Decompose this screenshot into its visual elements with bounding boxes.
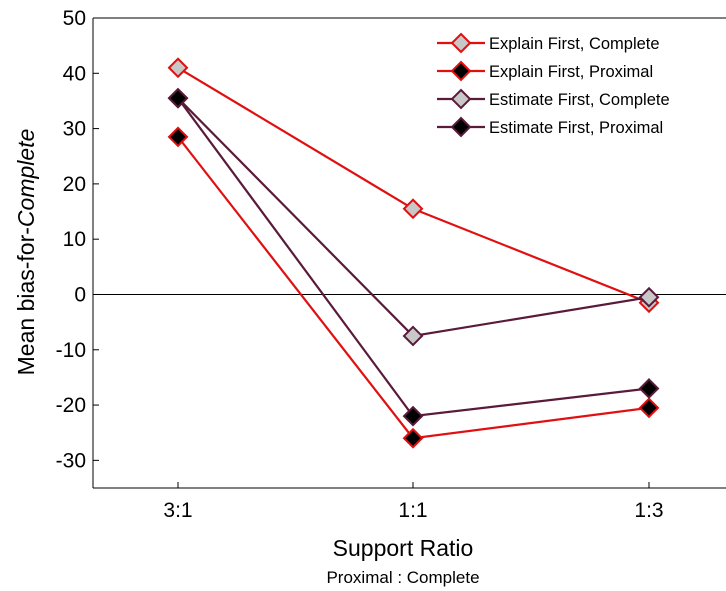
data-point-marker (167, 57, 189, 79)
legend-label: Estimate First, Proximal (489, 119, 663, 137)
series-4 (167, 87, 660, 427)
legend-entry: Explain First, Complete (437, 32, 660, 54)
data-point-marker (402, 427, 424, 449)
data-point-marker (402, 325, 424, 347)
data-point-marker (167, 87, 189, 109)
y-tick-label: 20 (63, 173, 86, 196)
y-tick-label: 50 (63, 7, 86, 30)
x-tick-label: 1:1 (398, 499, 427, 522)
legend-label: Estimate First, Complete (489, 91, 670, 109)
y-tick-label: -10 (56, 339, 86, 362)
legend-marker (450, 32, 472, 54)
data-point-marker (402, 198, 424, 220)
y-axis-title-italic: Complete (13, 129, 39, 227)
legend-marker (450, 60, 472, 82)
y-tick-label: 10 (63, 228, 86, 251)
series-line (177, 97, 650, 418)
y-tick-label: -30 (56, 449, 86, 472)
data-point-marker (638, 378, 660, 399)
series-1 (167, 57, 660, 314)
data-point-marker (638, 397, 660, 419)
legend-marker (450, 116, 472, 138)
legend-label: Explain First, Complete (489, 35, 660, 53)
x-tick-label: 3:1 (163, 499, 192, 522)
series-layer (167, 57, 660, 449)
legend-label: Explain First, Proximal (489, 63, 653, 81)
y-axis-title: Mean bias-for-Complete (13, 129, 39, 376)
legend-entry: Estimate First, Proximal (437, 116, 663, 138)
x-tick-label: 1:3 (634, 499, 663, 522)
data-point-marker (638, 286, 660, 308)
y-tick-label: 30 (63, 118, 86, 141)
x-axis-title: Support Ratio (333, 535, 474, 561)
legend-marker (450, 88, 472, 110)
y-axis-title-prefix: Mean bias-for- (13, 227, 39, 375)
legend-entry: Estimate First, Complete (437, 88, 670, 110)
y-ticks: -30 -20 -10 0 10 20 30 40 50 (56, 7, 99, 472)
y-tick-label: 40 (63, 62, 86, 85)
series-line (177, 136, 650, 440)
y-tick-label: 0 (74, 283, 86, 306)
y-tick-label: -20 (56, 394, 86, 417)
series-2 (167, 126, 660, 449)
x-ticks: 3:1 1:1 1:3 (163, 482, 664, 522)
x-axis-subtitle: Proximal : Complete (326, 568, 479, 587)
legend-entry: Explain First, Proximal (437, 60, 653, 82)
data-point-marker (402, 405, 424, 427)
data-point-marker (167, 126, 189, 148)
legend: Explain First, Complete Explain First, Pr… (437, 32, 670, 138)
